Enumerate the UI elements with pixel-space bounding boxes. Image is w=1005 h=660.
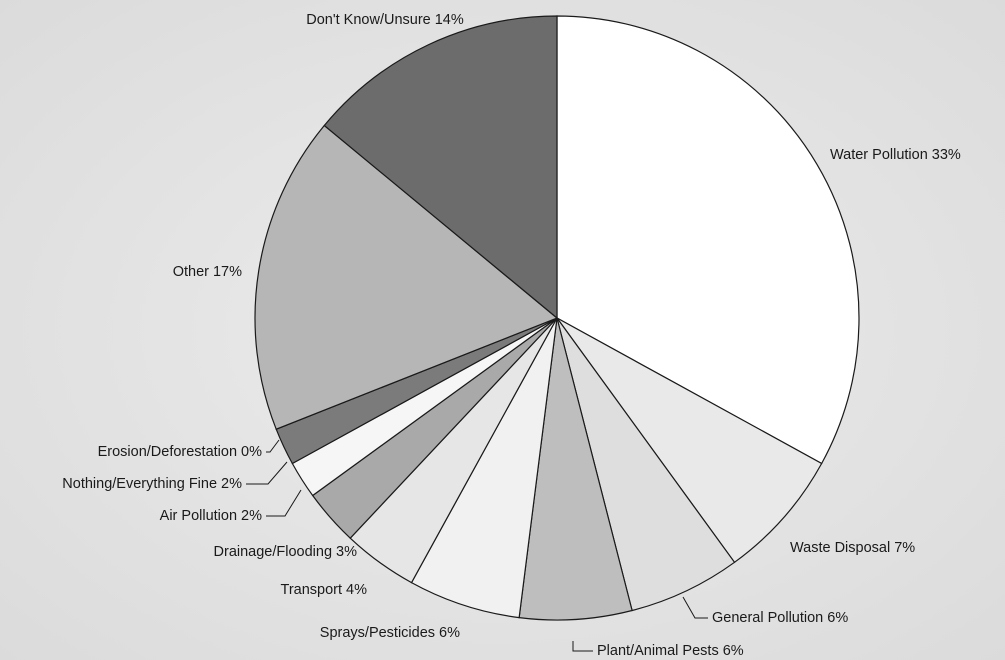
slice-value-label: 2%: [221, 476, 242, 492]
pie-slice: [556, 317, 823, 564]
slice-category: Don't Know/Unsure: [306, 12, 430, 28]
leader-line: [682, 596, 708, 619]
slice-category: Transport: [281, 582, 343, 598]
slice-category: Plant/Animal Pests: [597, 643, 719, 659]
slice-label: Erosion/Deforestation 0%: [98, 444, 263, 460]
slice-label: Don't Know/Unsure 14%: [306, 12, 464, 28]
slice-label: Drainage/Flooding 3%: [214, 544, 358, 560]
slice-category: Air Pollution: [160, 508, 237, 524]
slice-value-label: 17%: [213, 264, 242, 280]
slice-label: Sprays/Pesticides 6%: [320, 625, 460, 641]
slice-label: Water Pollution 33%: [830, 147, 961, 163]
slice-category: Nothing/Everything Fine: [62, 476, 217, 492]
pie-slice: [323, 15, 558, 320]
slice-value-label: 4%: [346, 582, 367, 598]
slice-value-label: 6%: [827, 610, 848, 626]
slice-category: General Pollution: [712, 610, 823, 626]
slice-category: Erosion/Deforestation: [98, 444, 237, 460]
slice-category: Waste Disposal: [790, 540, 890, 556]
slice-value-label: 0%: [241, 444, 262, 460]
slice-label: Air Pollution 2%: [160, 508, 262, 524]
slice-value-label: 7%: [894, 540, 915, 556]
leader-line: [246, 461, 288, 485]
slice-category: Other: [173, 264, 209, 280]
slice-value-label: 14%: [435, 12, 464, 28]
slice-category: Sprays/Pesticides: [320, 625, 435, 641]
slice-category: Water Pollution: [830, 147, 928, 163]
leader-line: [266, 489, 302, 517]
slice-label: Transport 4%: [281, 582, 368, 598]
leader-line: [266, 439, 280, 453]
slice-value-label: 6%: [439, 625, 460, 641]
slice-value-label: 2%: [241, 508, 262, 524]
slice-label: Nothing/Everything Fine 2%: [62, 476, 242, 492]
slice-category: Drainage/Flooding: [214, 544, 333, 560]
slice-label: General Pollution 6%: [712, 610, 848, 626]
leader-line: [572, 641, 593, 652]
slice-label: Other 17%: [173, 264, 242, 280]
slice-value-label: 33%: [932, 147, 961, 163]
pie-slice: [254, 124, 559, 430]
slice-value-label: 6%: [723, 643, 744, 659]
pie-slice: [556, 15, 860, 465]
slice-value-label: 3%: [336, 544, 357, 560]
slice-label: Waste Disposal 7%: [790, 540, 915, 556]
slice-label: Plant/Animal Pests 6%: [597, 643, 744, 659]
